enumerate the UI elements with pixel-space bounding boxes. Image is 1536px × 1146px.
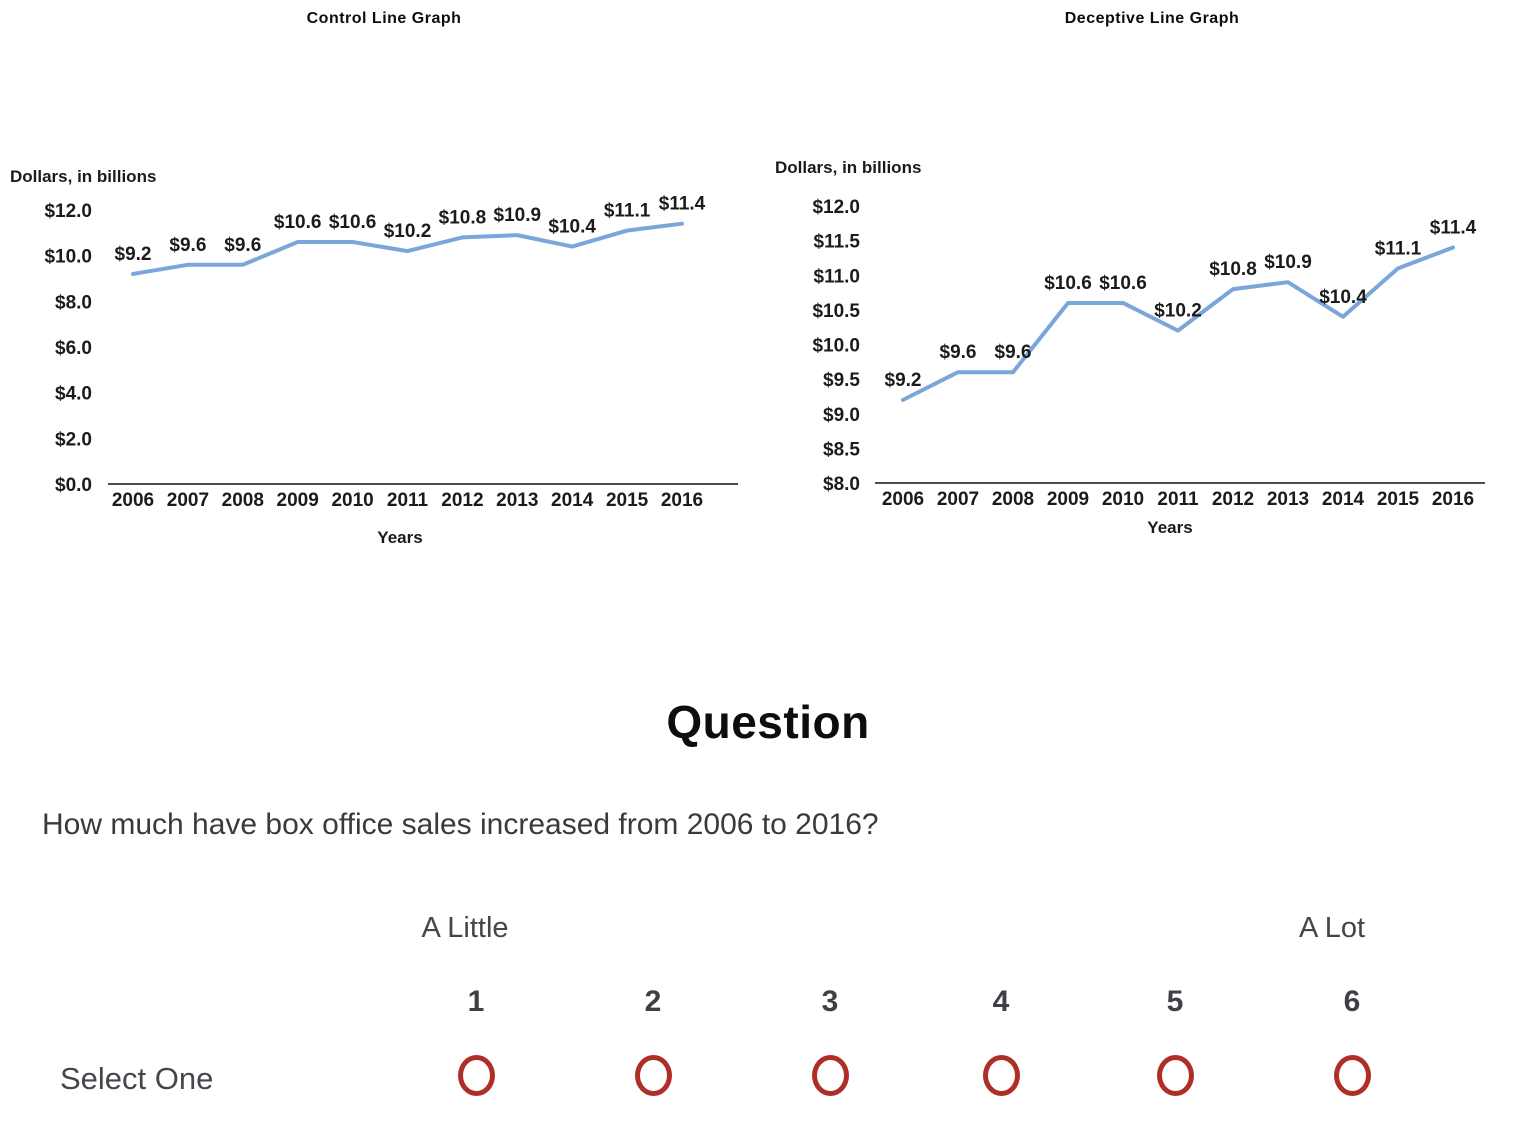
y-tick-label: $9.5: [823, 370, 860, 391]
x-tick-label: 2011: [387, 490, 429, 511]
scale-option-6: 6: [1312, 985, 1392, 1096]
y-tick-label: $0.0: [55, 475, 92, 496]
radio-option-5[interactable]: [1156, 1055, 1194, 1096]
y-tick-label: $10.5: [812, 301, 860, 322]
x-tick-label: 2014: [1322, 489, 1365, 510]
x-tick-label: 2012: [441, 490, 483, 511]
radio-option-4[interactable]: [982, 1055, 1020, 1096]
data-point-label: $10.2: [1154, 301, 1202, 322]
y-tick-label: $8.0: [55, 292, 92, 313]
scale-number-1: 1: [467, 985, 485, 1018]
x-tick-label: 2011: [1157, 489, 1199, 510]
data-point-label: $10.9: [494, 205, 542, 226]
data-point-label: $10.9: [1264, 252, 1312, 273]
data-point-label: $9.6: [169, 235, 206, 256]
data-point-label: $10.8: [439, 207, 487, 228]
x-axis-title: Years: [377, 528, 422, 547]
y-tick-label: $6.0: [55, 338, 92, 359]
control-chart-title: Control Line Graph: [306, 10, 462, 27]
data-point-label: $9.6: [940, 342, 977, 363]
data-point-label: $11.1: [1375, 238, 1422, 259]
x-tick-label: 2007: [167, 490, 209, 511]
y-tick-label: $9.0: [823, 405, 860, 426]
x-tick-label: 2009: [277, 490, 319, 511]
scale-number-4: 4: [992, 985, 1010, 1018]
y-axis-title: Dollars, in billions: [775, 158, 921, 177]
x-tick-label: 2013: [496, 490, 538, 511]
radio-option-1[interactable]: [457, 1055, 495, 1096]
y-tick-label: $11.0: [814, 266, 861, 287]
question-text: How much have box office sales increased…: [42, 808, 879, 841]
y-tick-label: $8.5: [823, 439, 860, 460]
x-tick-label: 2006: [882, 489, 924, 510]
y-tick-label: $12.0: [44, 201, 92, 222]
radio-option-2[interactable]: [634, 1055, 672, 1096]
scale-anchor-a-little: A Little: [421, 912, 509, 944]
x-tick-label: 2008: [222, 490, 264, 511]
data-point-label: $11.1: [604, 201, 651, 222]
scale-anchor-a-lot: A Lot: [1298, 912, 1366, 944]
scale-number-6: 6: [1343, 985, 1361, 1018]
x-tick-label: 2016: [1432, 489, 1474, 510]
x-tick-label: 2010: [1102, 489, 1144, 510]
data-point-label: $10.4: [548, 217, 596, 238]
x-tick-label: 2006: [112, 490, 154, 511]
y-tick-label: $8.0: [823, 474, 860, 495]
x-tick-label: 2009: [1047, 489, 1089, 510]
deceptive-chart-title: Deceptive Line Graph: [1064, 10, 1240, 27]
radio-option-3[interactable]: [811, 1055, 849, 1096]
data-point-label: $9.2: [885, 370, 922, 391]
deceptive-line-chart: Dollars, in billions $12.0 $11.5 $11.0 $10.5…: [775, 158, 1485, 537]
control-line-chart: Dollars, in billions $12.0 $10.0 $8.0 $6.0 $4…: [10, 167, 738, 547]
y-tick-label: $10.0: [812, 336, 860, 357]
data-point-label: $10.6: [1044, 273, 1092, 294]
x-tick-label: 2015: [1377, 489, 1420, 510]
y-tick-label: $12.0: [812, 197, 860, 218]
data-point-label: $10.6: [1099, 273, 1147, 294]
scale-number-3: 3: [821, 985, 839, 1018]
y-axis-title: Dollars, in billions: [10, 167, 156, 186]
scale-number-5: 5: [1166, 985, 1184, 1018]
y-tick-label: $11.5: [814, 232, 861, 253]
data-point-label: $11.4: [659, 194, 706, 215]
scale-option-4: 4: [961, 985, 1041, 1096]
y-tick-label: $4.0: [55, 384, 92, 405]
data-point-label: $9.6: [224, 235, 261, 256]
x-tick-label: 2013: [1267, 489, 1309, 510]
x-tick-label: 2014: [551, 490, 594, 511]
scale-option-5: 5: [1135, 985, 1215, 1096]
scale-option-1: 1: [436, 985, 516, 1096]
x-tick-label: 2010: [331, 490, 373, 511]
x-tick-label: 2016: [661, 490, 703, 511]
y-tick-label: $10.0: [44, 247, 92, 268]
data-line: [131, 221, 684, 276]
data-line: [901, 245, 1455, 402]
x-tick-label: 2008: [992, 489, 1034, 510]
data-point-label: $10.6: [274, 212, 322, 233]
data-point-label: $10.4: [1319, 287, 1367, 308]
radio-option-6[interactable]: [1333, 1055, 1371, 1096]
x-axis-title: Years: [1147, 518, 1192, 537]
select-one-label: Select One: [60, 1061, 214, 1096]
x-tick-label: 2012: [1212, 489, 1254, 510]
data-point-label: $9.2: [115, 244, 152, 265]
question-heading: Question: [666, 696, 870, 748]
x-tick-label: 2007: [937, 489, 979, 510]
data-point-label: $10.8: [1209, 259, 1257, 280]
scale-option-2: 2: [613, 985, 693, 1096]
data-point-label: $10.6: [329, 212, 377, 233]
scale-number-2: 2: [644, 985, 662, 1018]
data-point-label: $9.6: [995, 342, 1032, 363]
data-point-label: $11.4: [1430, 218, 1477, 239]
data-point-label: $10.2: [384, 221, 432, 242]
x-tick-label: 2015: [606, 490, 649, 511]
scale-option-3: 3: [790, 985, 870, 1096]
y-tick-label: $2.0: [55, 429, 92, 450]
